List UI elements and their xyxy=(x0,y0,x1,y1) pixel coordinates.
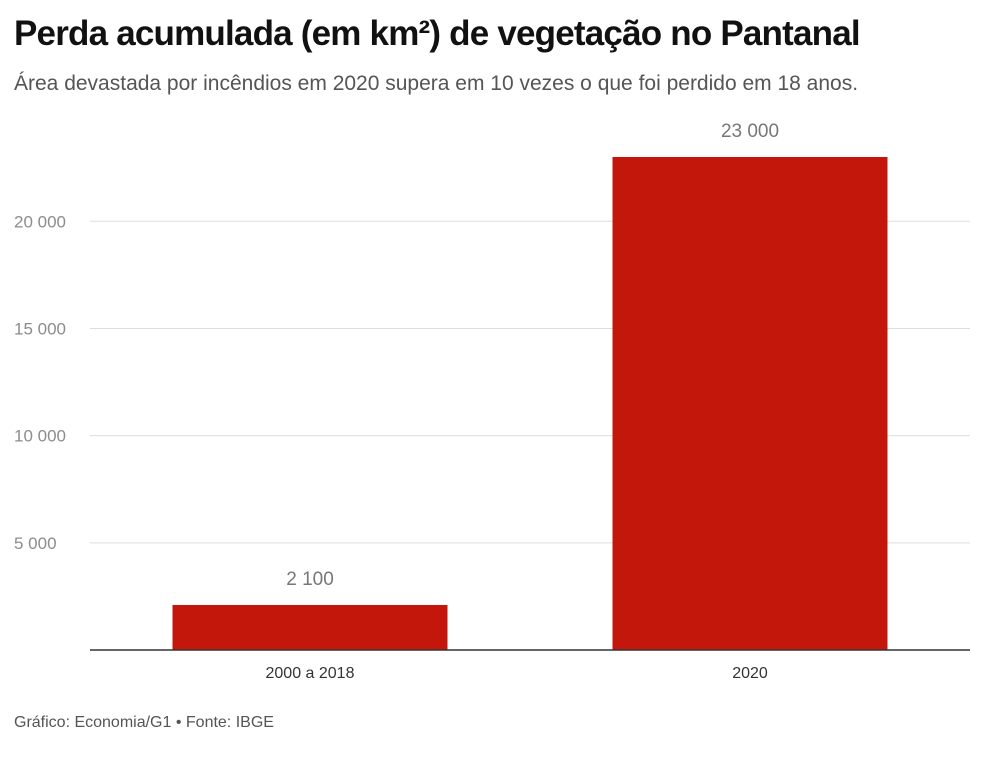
data-label: 2 100 xyxy=(286,569,334,590)
y-tick-label: 15 000 xyxy=(14,319,66,338)
x-category-label: 2000 a 2018 xyxy=(266,665,355,682)
chart-title: Perda acumulada (em km²) de vegetação no… xyxy=(14,14,861,53)
y-tick-label: 20 000 xyxy=(14,212,66,231)
y-tick-label: 5 000 xyxy=(14,534,57,553)
bars xyxy=(172,157,888,650)
labels: 5 000 10 000 15 000 20 000 2 100 2000 a 2018 2… xyxy=(14,121,779,682)
chart-footer: Gráfico: Economia/G1 • Fonte: IBGE xyxy=(14,714,274,731)
bar xyxy=(172,604,448,650)
y-tick-label: 10 000 xyxy=(14,427,66,446)
data-label: 23 000 xyxy=(721,121,779,142)
bar xyxy=(612,157,888,650)
x-category-label: 2020 xyxy=(732,665,768,682)
chart-subtitle: Área devastada por incêndios em 2020 sup… xyxy=(14,72,859,95)
